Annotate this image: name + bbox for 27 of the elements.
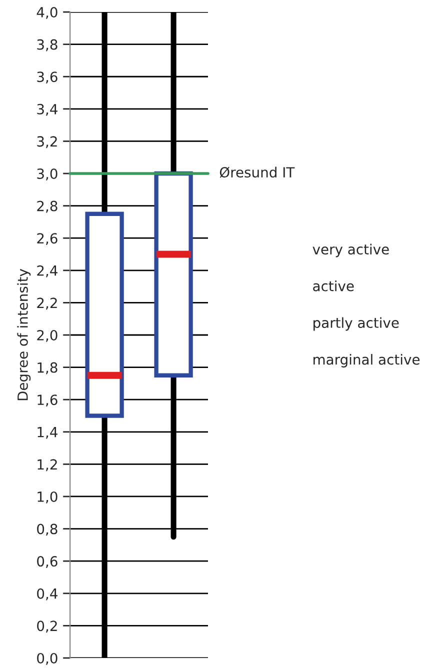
text: partly active (314, 317, 399, 331)
y-tick-label: 3,8 (37, 39, 58, 52)
y-tick-label: 2,8 (37, 200, 58, 213)
y-tick-label: 2,0 (37, 330, 58, 342)
y-tick-label: 0,8 (37, 524, 58, 536)
y-tick-label: 1,0 (38, 491, 58, 504)
y-tick-label: 0,4 (37, 588, 58, 600)
y-tick-label: 1,6 (38, 394, 58, 406)
y-tick-label: 1,8 (38, 362, 58, 374)
y-tick-label: 3,4 (37, 104, 58, 116)
text: very active (312, 244, 389, 258)
text: active (313, 280, 354, 292)
y-tick-label: 4,0 (36, 6, 58, 19)
text: marginal active (314, 354, 420, 368)
y-tick-label: 3,0 (37, 168, 58, 180)
y-tick-label: 1,4 (38, 427, 58, 439)
y-tick-label: 0,2 (37, 620, 57, 633)
y-tick-label: 2,2 (37, 298, 57, 310)
y-tick-label: 2,4 (37, 265, 58, 278)
ref-line-label: Øresund IT (220, 166, 295, 178)
y-tick-label: 3,6 (37, 72, 58, 84)
y-tick-label: 0,6 (37, 556, 58, 568)
y-tick-label: 3,2 (37, 136, 57, 148)
y-axis-title: Degree of intensity (17, 268, 31, 400)
y-tick-label: 1,2 (38, 459, 57, 472)
y-tick-label: 2,6 (37, 233, 58, 245)
y-tick-label: 0,0 (37, 652, 58, 665)
